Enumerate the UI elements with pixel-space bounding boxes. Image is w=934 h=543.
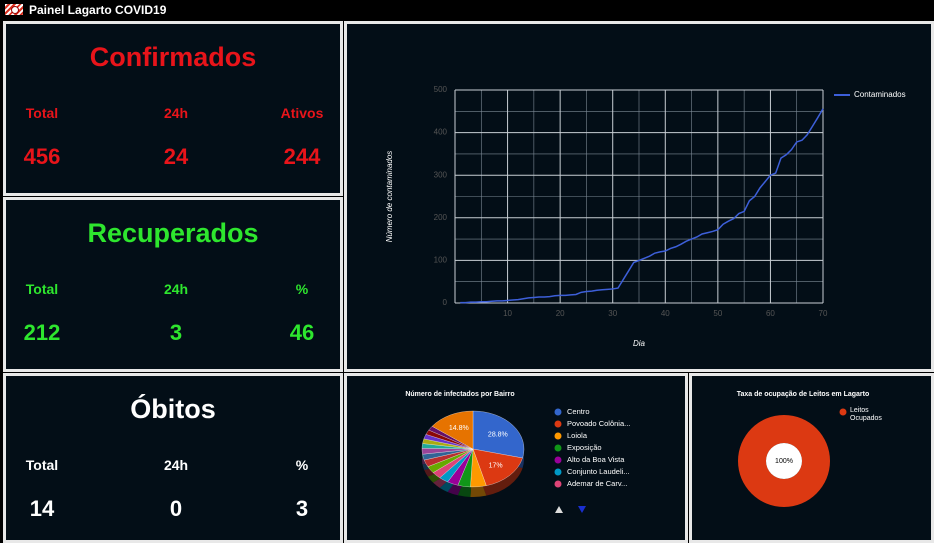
- stat-value: 456: [23, 144, 61, 169]
- data-label: 28.8%: [488, 431, 508, 438]
- stat-label: 24h: [163, 281, 189, 297]
- x-tick-label: 20: [556, 309, 565, 318]
- legend-swatch: [554, 408, 562, 416]
- stat-value: 46: [289, 320, 315, 345]
- stat-value: 244: [283, 144, 321, 169]
- y-tick-label: 100: [434, 256, 448, 265]
- y-tick-label: 500: [434, 85, 448, 94]
- legend-label: Contaminados: [854, 90, 906, 99]
- x-tick-label: 10: [503, 309, 512, 318]
- slice: [431, 410, 474, 450]
- chart-title: Taxa de ocupação de Leitos em Lagarto: [737, 391, 870, 398]
- x-tick-label: 30: [608, 309, 617, 318]
- header: Painel Lagarto COVID19: [0, 0, 934, 20]
- legend-label: Exposição: [567, 443, 602, 452]
- stat-value: 212: [23, 320, 61, 345]
- legend-label: Centro: [567, 407, 590, 416]
- panel: [3, 373, 343, 543]
- line: [460, 108, 824, 304]
- panel-title: Confirmados: [89, 42, 257, 72]
- legend-swatch: [554, 444, 562, 452]
- stat-label: 24h: [163, 105, 189, 121]
- stat-value: 3: [295, 496, 309, 521]
- legend-label: Conjunto Laudeli...: [567, 467, 630, 476]
- panel-title: Óbitos: [130, 394, 216, 424]
- panel-title: Recuperados: [87, 218, 259, 248]
- legend-label: Alto da Boa Vista: [567, 455, 625, 464]
- stat-value: 14: [29, 496, 55, 521]
- flag-icon: [5, 4, 23, 15]
- panel: [3, 197, 343, 372]
- legend-label: Ademar de Carv...: [567, 479, 627, 488]
- x-tick-label: 60: [766, 309, 775, 318]
- x-axis-label: Dia: [633, 339, 646, 348]
- y-tick-label: 0: [443, 298, 448, 307]
- y-tick-label: 400: [434, 128, 448, 137]
- data-label: 14.8%: [449, 425, 469, 432]
- legend-label: Leitos Ocupados: [850, 407, 882, 422]
- legend-swatch: [839, 408, 847, 416]
- legend-swatch: [554, 420, 562, 428]
- x-tick-label: 50: [713, 309, 722, 318]
- data-label: 17%: [489, 462, 503, 469]
- legend-page-up: [555, 506, 563, 513]
- legend-swatch: [554, 456, 562, 464]
- stat-label: Total: [25, 105, 59, 121]
- slice: [738, 415, 830, 507]
- x-tick-label: 40: [661, 309, 670, 318]
- legend-swatch: [554, 480, 562, 488]
- legend-label: Povoado Colônia...: [567, 419, 630, 428]
- stat-value: 3: [169, 320, 183, 345]
- header-title: Painel Lagarto COVID19: [29, 3, 167, 17]
- legend-swatch: [554, 432, 562, 440]
- stat-label: Total: [25, 457, 59, 473]
- legend-label: Loiola: [567, 431, 588, 440]
- panel: [3, 21, 343, 196]
- legend-swatch: [554, 468, 562, 476]
- stat-label: Ativos: [280, 105, 324, 121]
- stat-value: 0: [169, 496, 183, 521]
- stat-label: Total: [25, 281, 59, 297]
- x-tick-label: 70: [819, 309, 828, 318]
- y-axis-label: Número de contaminados: [385, 151, 394, 243]
- slice: [472, 410, 525, 459]
- legend-page-down: [578, 506, 586, 513]
- stat-label: %: [295, 281, 309, 297]
- y-tick-label: 300: [434, 170, 448, 179]
- stat-label: 24h: [163, 457, 189, 473]
- stat-value: 24: [163, 144, 189, 169]
- slice: [472, 448, 523, 486]
- chart-title: Número de infectados por Bairro: [405, 391, 514, 398]
- donut-hole: [766, 443, 802, 479]
- y-tick-label: 200: [434, 213, 448, 222]
- data-label: 100%: [775, 458, 793, 465]
- stat-label: %: [295, 457, 309, 473]
